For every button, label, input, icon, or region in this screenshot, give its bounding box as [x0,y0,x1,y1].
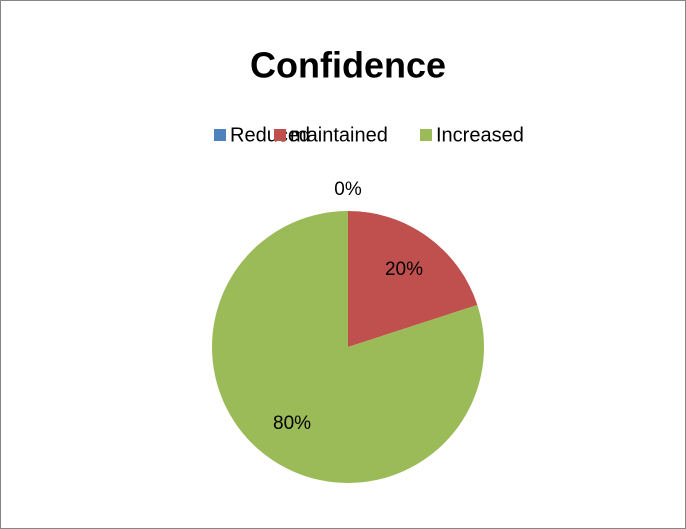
legend-swatch [420,129,432,141]
legend-swatch [274,129,286,141]
legend-label: maintained [290,124,388,146]
legend-swatch [214,129,226,141]
data-label: 20% [385,259,423,280]
data-label: 80% [273,413,311,434]
legend-label: Reduced [230,124,310,146]
pie-slice [348,211,478,347]
legend-label: Increased [436,124,524,146]
chart-title: Confidence [250,45,446,86]
data-label: 0% [334,179,362,200]
pie-slice [212,211,484,483]
